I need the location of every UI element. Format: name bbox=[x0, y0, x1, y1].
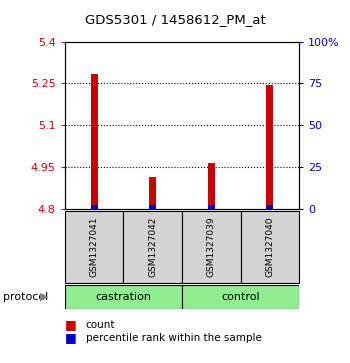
Text: GSM1327040: GSM1327040 bbox=[265, 217, 274, 277]
Text: GSM1327042: GSM1327042 bbox=[148, 217, 157, 277]
Text: GSM1327039: GSM1327039 bbox=[207, 216, 216, 277]
Bar bbox=[208, 205, 215, 209]
Text: control: control bbox=[221, 292, 260, 302]
Bar bbox=[149, 205, 156, 209]
Bar bbox=[65, 211, 123, 283]
Bar bbox=[149, 177, 156, 209]
Bar bbox=[208, 163, 215, 209]
Text: ▶: ▶ bbox=[40, 292, 49, 302]
Bar bbox=[241, 211, 299, 283]
Bar bbox=[65, 285, 182, 309]
Text: percentile rank within the sample: percentile rank within the sample bbox=[86, 333, 262, 343]
Text: ■: ■ bbox=[65, 318, 77, 331]
Text: GSM1327041: GSM1327041 bbox=[90, 217, 99, 277]
Text: count: count bbox=[86, 320, 115, 330]
Bar bbox=[91, 74, 98, 209]
Bar bbox=[266, 205, 273, 209]
Text: GDS5301 / 1458612_PM_at: GDS5301 / 1458612_PM_at bbox=[85, 13, 265, 26]
Bar bbox=[182, 211, 241, 283]
Text: ■: ■ bbox=[65, 331, 77, 344]
Bar bbox=[266, 85, 273, 209]
Bar bbox=[123, 211, 182, 283]
Text: protocol: protocol bbox=[4, 292, 49, 302]
Bar bbox=[91, 205, 98, 209]
Text: castration: castration bbox=[95, 292, 151, 302]
Bar bbox=[182, 285, 299, 309]
